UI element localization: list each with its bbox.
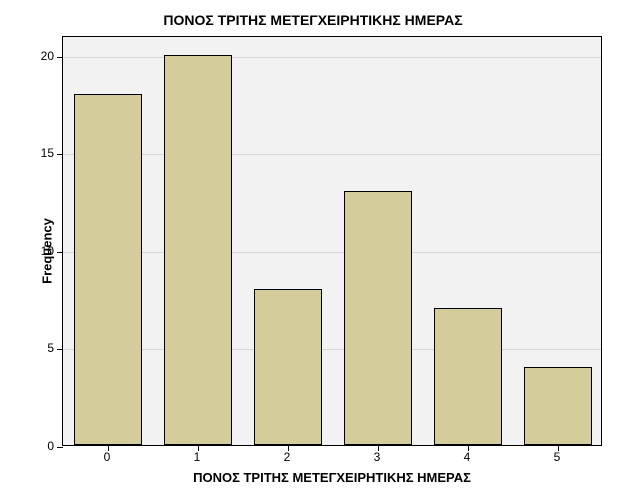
y-tick-label: 5 [14,341,54,355]
histogram-chart: ΠΟΝΟΣ ΤΡΙΤΗΣ ΜΕΤΕΓΧΕΙΡΗΤΙΚΗΣ ΗΜΕΡΑΣ Freq… [0,0,626,501]
bar [524,367,592,445]
chart-title: ΠΟΝΟΣ ΤΡΙΤΗΣ ΜΕΤΕΓΧΕΙΡΗΤΙΚΗΣ ΗΜΕΡΑΣ [0,12,626,28]
y-tick [57,349,63,350]
y-tick [57,447,63,448]
y-tick [57,252,63,253]
grid-line [63,57,601,58]
x-tick-label: 1 [194,450,201,464]
grid-line [63,252,601,253]
x-tick-label: 5 [554,450,561,464]
bar [344,191,412,445]
bar [164,55,232,445]
bar [254,289,322,445]
y-tick-label: 10 [14,244,54,258]
y-tick [57,154,63,155]
bar [74,94,142,445]
x-tick-label: 0 [104,450,111,464]
bar [434,308,502,445]
x-tick-label: 3 [374,450,381,464]
x-tick-label: 4 [464,450,471,464]
y-tick-label: 20 [14,49,54,63]
y-tick [57,57,63,58]
grid-line [63,349,601,350]
y-tick-label: 0 [14,439,54,453]
x-tick-label: 2 [284,450,291,464]
grid-line [63,154,601,155]
plot-area [62,36,602,446]
y-tick-label: 15 [14,146,54,160]
x-axis-label: ΠΟΝΟΣ ΤΡΙΤΗΣ ΜΕΤΕΓΧΕΙΡΗΤΙΚΗΣ ΗΜΕΡΑΣ [62,470,602,485]
